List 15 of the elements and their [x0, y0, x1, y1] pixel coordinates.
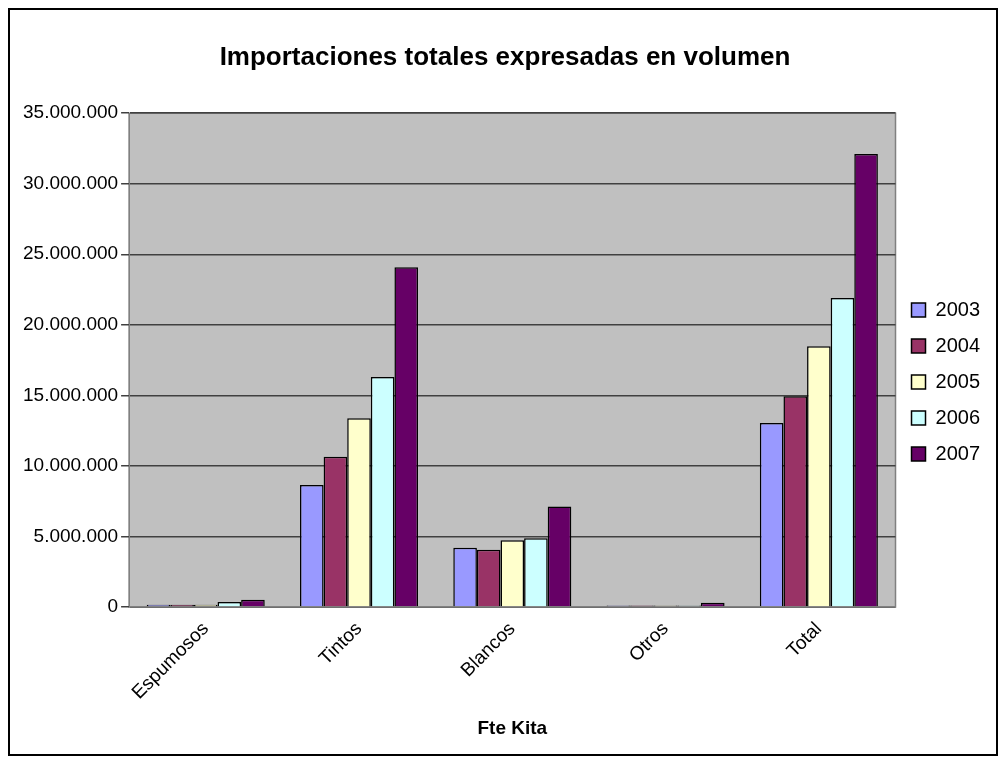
legend-label: 2006: [935, 405, 981, 428]
legend-label: 2007: [935, 441, 981, 464]
y-tick-label: 0: [107, 595, 119, 617]
y-tick-label: 15.000.000: [23, 383, 119, 405]
legend-label: 2004: [935, 333, 981, 356]
y-tick-label: 10.000.000: [23, 454, 119, 476]
chart-title: Importaciones totales expresadas en volumen: [219, 40, 791, 71]
y-tick-label: 35.000.000: [23, 101, 119, 123]
legend-label: 2003: [935, 297, 981, 320]
legend-label: 2005: [935, 369, 981, 392]
y-tick-label: 25.000.000: [23, 242, 119, 264]
y-tick-label: 20.000.000: [23, 313, 119, 335]
y-tick-label: 5.000.000: [33, 524, 119, 546]
y-tick-label: 30.000.000: [23, 171, 119, 193]
x-axis-title: Fte Kita: [477, 716, 548, 738]
